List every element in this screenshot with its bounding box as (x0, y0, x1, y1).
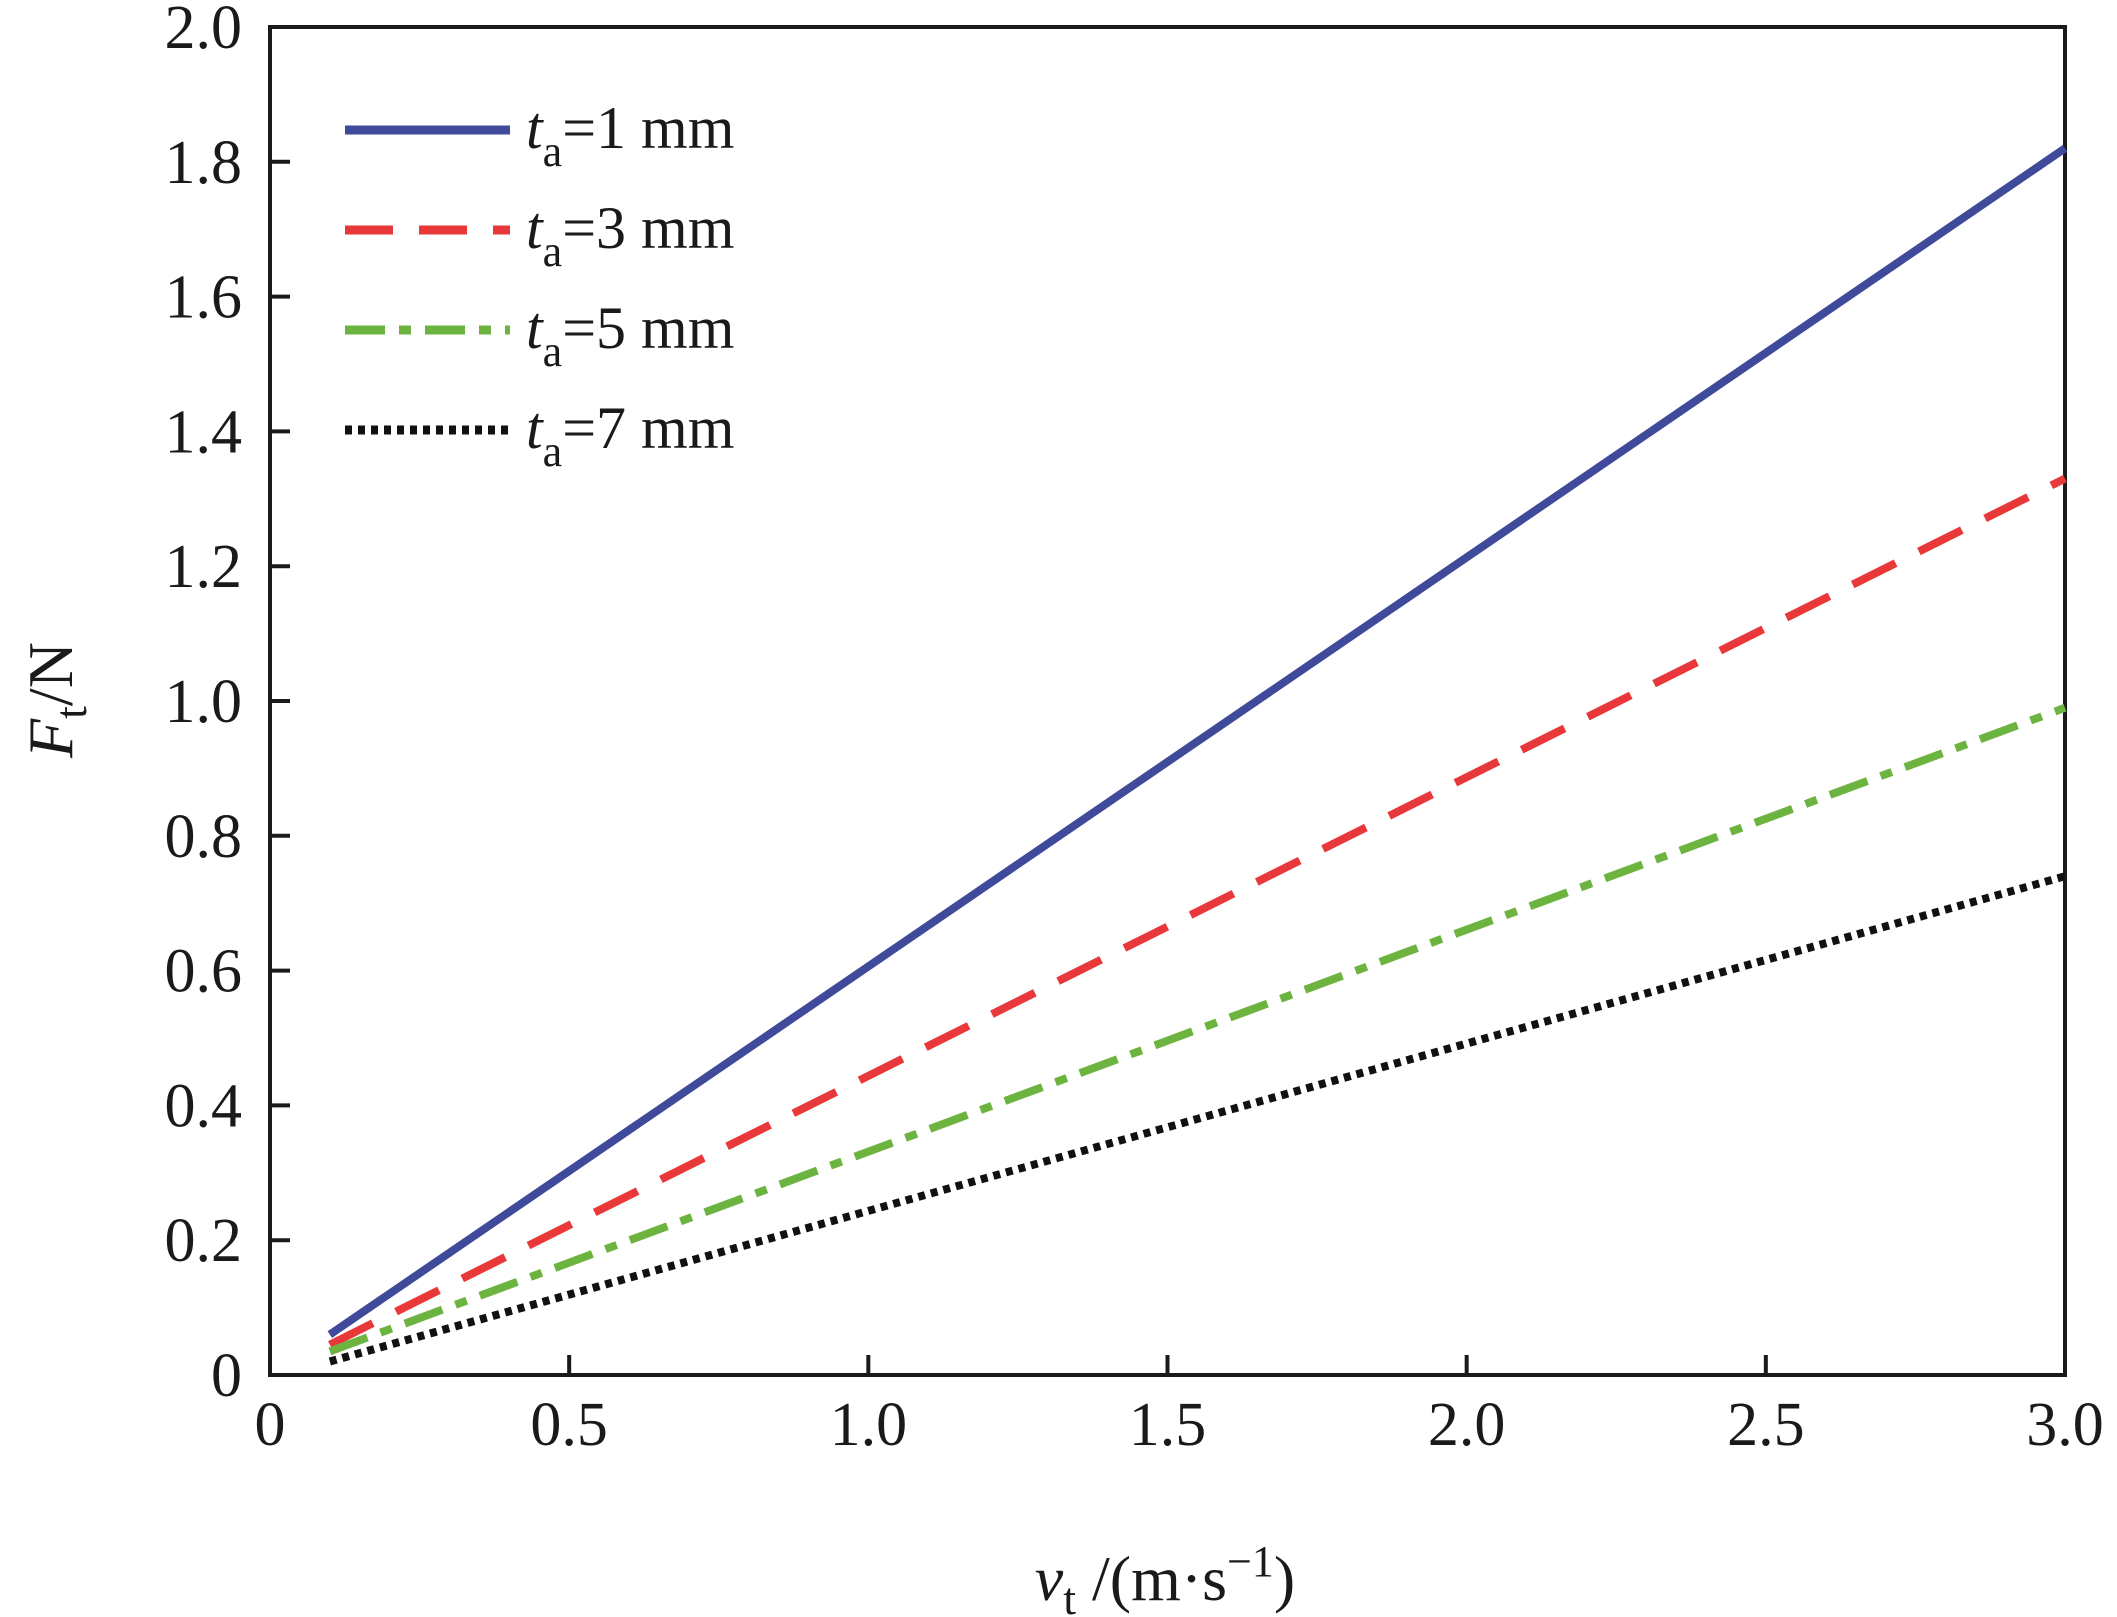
y-axis-label-sub: t (45, 706, 96, 719)
y-tick-label: 1.6 (165, 264, 243, 332)
legend-label-sub: a (543, 227, 563, 276)
legend-label-var: t (526, 395, 544, 461)
legend-label-value: =5 mm (562, 295, 734, 361)
x-axis-label-var: v (1035, 1543, 1064, 1614)
legend-label-value: =7 mm (562, 395, 734, 461)
x-tick-label: 3.0 (2026, 1391, 2104, 1459)
y-tick-label: 0.8 (165, 803, 243, 871)
x-axis-label-sub: t (1063, 1573, 1076, 1617)
y-axis-label-var: F (15, 718, 86, 759)
legend-label-var: t (526, 295, 544, 361)
y-tick-label: 0.6 (165, 938, 243, 1006)
series-line-3 (328, 703, 2067, 1356)
legend-label-4: ta=7 mm (526, 395, 734, 476)
x-axis-label: vt /(m·s−1) (1035, 1537, 1295, 1617)
legend-label-1: ta=1 mm (526, 95, 734, 176)
series-line-1 (327, 145, 2068, 1338)
legend-label-sub: a (543, 327, 563, 376)
x-tick-label: 1.5 (1129, 1391, 1207, 1459)
y-tick-label: 1.0 (165, 668, 243, 736)
y-axis-label-unit: /N (15, 642, 86, 706)
tick-layer: 0 0.5 1.0 1.5 2.0 2.5 3.0 0 0.2 0.4 0.6 0.8 1.0 1.2 1.… (165, 0, 2104, 1459)
x-tick-label: 1.0 (830, 1391, 908, 1459)
legend-label-sub: a (543, 127, 563, 176)
x-axis-label-sup: −1 (1227, 1537, 1274, 1586)
y-tick-label: 0.2 (165, 1207, 243, 1275)
x-tick-label: 0 (255, 1391, 286, 1459)
legend-label-value: =3 mm (562, 195, 734, 261)
x-tick-label: 2.0 (1428, 1391, 1506, 1459)
legend-label-2: ta=3 mm (526, 195, 734, 276)
y-tick-label: 1.2 (165, 533, 243, 601)
legend-label-var: t (526, 95, 544, 161)
legend-label-value: =1 mm (562, 95, 734, 161)
series-layer (327, 145, 2068, 1366)
legend-label-var: t (526, 195, 544, 261)
legend-label-sub: a (543, 427, 563, 476)
y-tick-label: 0 (211, 1342, 242, 1410)
legend-label-3: ta=5 mm (526, 295, 734, 376)
series-line-2 (328, 475, 2067, 1349)
y-axis-label: Ft/N (15, 642, 96, 759)
x-axis-label-close: ) (1274, 1543, 1295, 1614)
x-tick-label: 0.5 (530, 1391, 608, 1459)
x-axis-label-unit: /(m·s (1076, 1543, 1227, 1614)
y-tick-label: 1.4 (165, 398, 243, 466)
series-line-4 (328, 872, 2067, 1366)
y-tick-label: 1.8 (165, 129, 243, 197)
x-tick-label: 2.5 (1727, 1391, 1805, 1459)
y-tick-label: 0.4 (165, 1072, 243, 1140)
y-tick-label: 2.0 (165, 0, 243, 62)
